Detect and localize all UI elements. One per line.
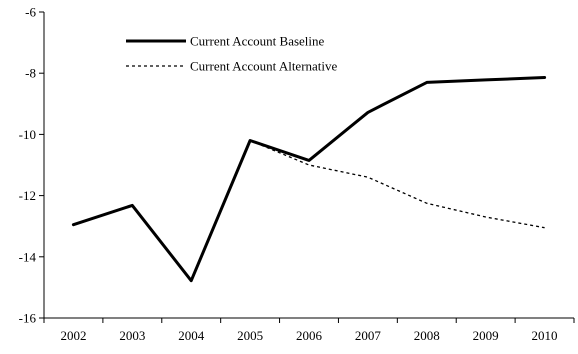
x-tick-label: 2007 bbox=[355, 328, 382, 343]
legend: Current Account Baseline Current Account … bbox=[126, 34, 338, 74]
x-tick-label: 2004 bbox=[178, 328, 205, 343]
x-tick-label: 2008 bbox=[414, 328, 440, 343]
series-line-baseline bbox=[71, 76, 547, 283]
x-tick-label: 2009 bbox=[473, 328, 499, 343]
legend-label-baseline: Current Account Baseline bbox=[190, 34, 325, 49]
x-tick-label: 2003 bbox=[119, 328, 145, 343]
y-tick-label: -10 bbox=[19, 127, 36, 142]
y-tick-label: -16 bbox=[19, 311, 37, 326]
y-tick-label: -6 bbox=[25, 5, 36, 20]
x-tick-label: 2010 bbox=[532, 328, 558, 343]
y-tick-label: -14 bbox=[19, 249, 37, 264]
axes: -6 -8 -10 -12 -14 -16 2002 2003 2004 2005 2006 2007… bbox=[19, 5, 575, 343]
y-tick-label: -12 bbox=[19, 188, 36, 203]
x-tick-label: 2005 bbox=[237, 328, 263, 343]
legend-label-alternative: Current Account Alternative bbox=[190, 59, 338, 74]
series-line-alternative bbox=[249, 139, 545, 229]
series-lines bbox=[71, 76, 547, 283]
x-tick-label: 2006 bbox=[296, 328, 323, 343]
x-tick-label: 2002 bbox=[60, 328, 86, 343]
y-tick-label: -8 bbox=[25, 66, 36, 81]
